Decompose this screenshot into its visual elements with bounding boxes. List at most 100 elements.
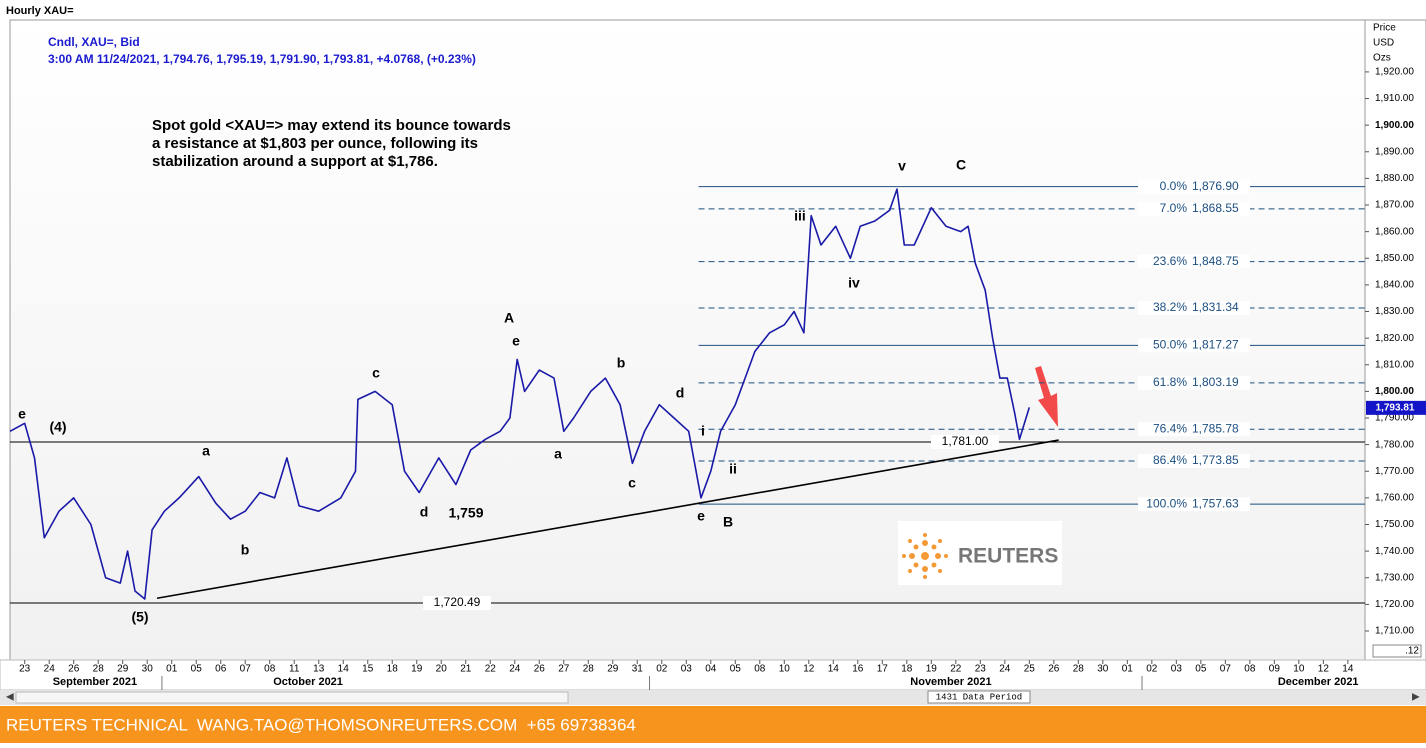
y-tick-label: 1,840.00 [1375,280,1414,291]
x-tick-label: 28 [583,664,595,675]
axis-label: Ozs [1373,53,1391,64]
x-tick-label: 10 [1293,664,1305,675]
x-tick-label: 06 [215,664,227,675]
wave-label: iv [848,275,860,291]
wave-label: v [898,158,906,174]
x-axis [0,659,1426,691]
fib-label-bg [1138,338,1250,353]
y-tick-label: 1,890.00 [1375,146,1414,157]
wave-label: ii [729,461,737,477]
x-tick-label: 19 [411,664,423,675]
fib-value: 1,848.75 [1192,254,1239,268]
price-line [9,188,1031,600]
x-tick-label: 21 [460,664,472,675]
wave-label: i [701,423,705,439]
x-tick-label: 12 [803,664,815,675]
y-tick-label: 1,750.00 [1375,519,1414,530]
y-tick-label: 1,900.00 [1375,120,1414,131]
x-tick-label: 09 [1269,664,1281,675]
wave-label: C [956,157,966,173]
x-tick-label: 03 [681,664,693,675]
scroll-right[interactable]: ▶ [1412,692,1420,703]
annotation: stabilization around a support at $1,786… [152,153,438,170]
logo-mark [902,533,948,579]
x-tick-label: 28 [93,664,105,675]
x-tick-label: 28 [1073,664,1085,675]
corner-label: .12 [1405,646,1419,657]
fib-ratio: 0.0% [1160,179,1188,193]
x-tick-label: 14 [1342,664,1354,675]
fib-ratio: 50.0% [1153,338,1187,352]
wave-label: a [554,446,562,462]
trendline [156,439,1059,600]
fib-label-bg [1138,300,1250,315]
x-tick-label: 30 [1097,664,1109,675]
fib-label-bg [1138,179,1250,194]
level-label-bg [931,434,999,449]
y-tick-label: 1,770.00 [1375,466,1414,477]
wave-label: b [241,542,250,558]
x-tick-label: 15 [362,664,374,675]
level-label-bg [423,596,491,611]
scroll-left[interactable]: ◀ [6,692,14,703]
x-tick-label: 05 [730,664,742,675]
fib-value: 1,803.19 [1192,375,1239,389]
x-tick-label: 24 [999,664,1011,675]
wave-label: iii [794,208,806,224]
y-tick-label: 1,790.00 [1375,413,1414,424]
x-tick-label: 23 [19,664,31,675]
x-tick-label: 19 [926,664,938,675]
y-tick-label: 1,730.00 [1375,572,1414,583]
fib-value: 1,773.85 [1192,453,1239,467]
wave-label: 1,759 [448,505,483,521]
y-tick-label: 1,870.00 [1375,200,1414,211]
fib-ratio: 86.4% [1153,453,1187,467]
axis-label: Price [1373,23,1396,34]
fib-label-bg [1138,201,1250,216]
wave-label: e [512,333,520,349]
x-tick-label: 07 [240,664,252,675]
footer-text: REUTERS TECHNICAL WANG.TAO@THOMSONREUTER… [6,715,636,734]
wave-label: c [628,475,636,491]
annotation: Spot gold <XAU=> may extend its bounce t… [152,117,511,134]
x-tick-label: 04 [705,664,717,675]
annotation: a resistance at $1,803 per ounce, follow… [152,135,478,152]
y-tick-label: 1,710.00 [1375,626,1414,637]
y-tick-label: 1,780.00 [1375,439,1414,450]
y-tick-label: 1,810.00 [1375,359,1414,370]
x-tick-label: 08 [1244,664,1256,675]
month-label: November 2021 [910,676,991,688]
x-tick-label: 01 [166,664,178,675]
x-tick-label: 14 [338,664,350,675]
fib-label-bg [1138,497,1250,512]
fib-value: 1,876.90 [1192,179,1239,193]
fib-ratio: 7.0% [1160,201,1188,215]
x-tick-label: 25 [1024,664,1036,675]
scroll-thumb[interactable] [15,691,569,704]
legend-line: Cndl, XAU=, Bid [48,35,140,49]
reuters-logo: REUTERS [898,521,1062,585]
fib-value: 1,785.78 [1192,421,1239,435]
fib-ratio: 76.4% [1153,421,1187,435]
fib-ratio: 23.6% [1153,254,1187,268]
axis-label: USD [1373,38,1394,49]
x-tick-label: 17 [877,664,889,675]
fib-ratio: 61.8% [1153,375,1187,389]
wave-label: c [372,365,380,381]
wave-label: e [18,406,26,422]
y-tick-label: 1,850.00 [1375,253,1414,264]
month-label: September 2021 [53,676,137,688]
fib-value: 1,831.34 [1192,300,1239,314]
x-tick-label: 23 [975,664,987,675]
x-tick-label: 13 [313,664,325,675]
y-tick-label: 1,740.00 [1375,546,1414,557]
y-tick-label: 1,830.00 [1375,306,1414,317]
x-tick-label: 29 [117,664,129,675]
fib-label-bg [1138,375,1250,390]
x-tick-label: 02 [656,664,668,675]
x-tick-label: 11 [289,664,300,675]
x-tick-label: 29 [607,664,619,675]
x-tick-label: 27 [558,664,570,675]
x-tick-label: 05 [1195,664,1207,675]
wave-label: e [697,508,705,524]
